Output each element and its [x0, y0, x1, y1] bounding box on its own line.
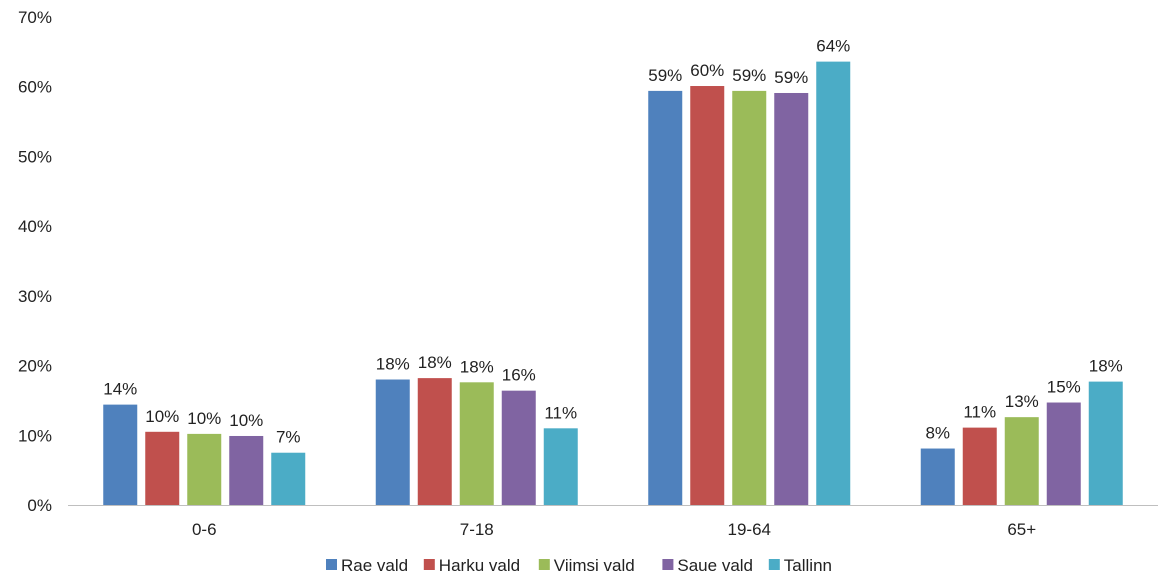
- x-tick-label: 65+: [1007, 520, 1036, 539]
- y-axis: 0% 10% 20% 30% 40% 50% 60% 70%: [18, 8, 52, 515]
- bar: [920, 448, 955, 505]
- y-tick-label: 70%: [18, 8, 52, 27]
- data-label: 60%: [690, 61, 724, 80]
- bar: [1004, 417, 1039, 505]
- data-label: 10%: [229, 411, 263, 430]
- x-tick-label: 0-6: [192, 520, 217, 539]
- y-tick-label: 20%: [18, 357, 52, 376]
- data-label: 13%: [1005, 392, 1039, 411]
- legend-item: Rae vald: [326, 556, 408, 575]
- legend-swatch: [423, 559, 435, 570]
- legend-item: Harku vald: [423, 556, 520, 575]
- legend-label: Saue vald: [677, 556, 753, 575]
- bar: [543, 428, 578, 505]
- legend-item: Tallinn: [768, 556, 832, 575]
- bar: [690, 86, 725, 505]
- legend-label: Tallinn: [784, 556, 832, 575]
- y-tick-label: 40%: [18, 217, 52, 236]
- bar: [1046, 402, 1081, 505]
- bar: [501, 390, 536, 505]
- legend-item: Viimsi vald: [538, 556, 635, 575]
- bar: [103, 404, 138, 505]
- legend-swatch: [538, 559, 550, 570]
- bar: [732, 90, 767, 505]
- data-label: 15%: [1047, 378, 1081, 397]
- data-label: 10%: [187, 409, 221, 428]
- y-tick-label: 10%: [18, 426, 52, 445]
- legend-label: Rae vald: [341, 556, 408, 575]
- data-label: 18%: [418, 353, 452, 372]
- data-label: 16%: [502, 366, 536, 385]
- data-label: 8%: [925, 424, 950, 443]
- legend-swatch: [662, 559, 674, 570]
- data-label: 14%: [103, 380, 137, 399]
- bar: [459, 382, 494, 505]
- bar: [774, 92, 809, 505]
- data-label: 64%: [816, 37, 850, 56]
- bar: [145, 431, 180, 505]
- data-label: 18%: [376, 355, 410, 374]
- data-label: 18%: [460, 357, 494, 376]
- x-tick-label: 19-64: [728, 520, 771, 539]
- legend-label: Viimsi vald: [554, 556, 635, 575]
- legend: Rae vald Harku vald Viimsi vald Saue vald Ta…: [326, 556, 832, 575]
- legend-label: Harku vald: [439, 556, 520, 575]
- data-label: 59%: [774, 68, 808, 87]
- data-label: 11%: [544, 403, 577, 422]
- x-axis: 0-6 7-18 19-64 65+: [68, 505, 1158, 539]
- bar: [417, 378, 452, 505]
- bar: [648, 90, 683, 505]
- x-tick-label: 7-18: [460, 520, 494, 539]
- bar: [816, 61, 851, 506]
- bar: [962, 427, 997, 505]
- legend-swatch: [326, 559, 337, 570]
- y-tick-label: 60%: [18, 78, 52, 97]
- bar: [229, 435, 264, 505]
- data-label: 18%: [1089, 357, 1123, 376]
- data-label: 59%: [732, 66, 766, 85]
- bars: [103, 61, 1123, 506]
- data-label: 7%: [276, 428, 301, 447]
- data-labels: 14% 18% 59% 8% 10% 18% 60% 11% 10% 18% 59% 13% 10% 16…: [103, 37, 1123, 447]
- y-tick-label: 30%: [18, 287, 52, 306]
- bar: [271, 452, 306, 505]
- data-label: 59%: [648, 66, 682, 85]
- y-tick-label: 50%: [18, 147, 52, 166]
- y-tick-label: 0%: [27, 496, 52, 515]
- bar: [1088, 381, 1123, 505]
- bar: [187, 433, 222, 505]
- data-label: 11%: [963, 403, 996, 422]
- legend-swatch: [768, 559, 780, 570]
- legend-item: Saue vald: [662, 556, 753, 575]
- bar: [375, 379, 410, 505]
- data-label: 10%: [145, 407, 179, 426]
